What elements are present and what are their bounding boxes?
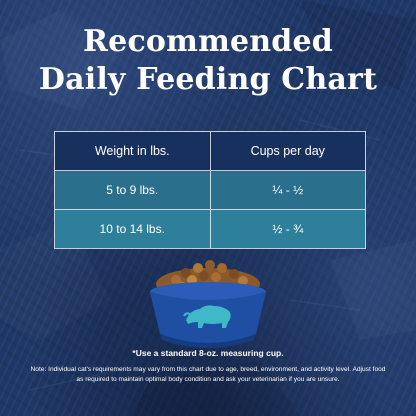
page-title-line2: Daily Feeding Chart (38, 62, 378, 97)
header-weight: Weight in lbs. (94, 144, 170, 158)
feeding-chart-table: Weight in lbs. Cups per day 5 to 9 lbs. … (54, 131, 366, 249)
measuring-cup-note: *Use a standard 8-oz. measuring cup. (132, 348, 284, 358)
table-header-row: Weight in lbs. Cups per day (55, 132, 365, 171)
table-row: 5 to 9 lbs. ¼ - ½ (55, 171, 365, 210)
weight-cell: 5 to 9 lbs. (106, 183, 159, 197)
weight-cell: 10 to 14 lbs. (99, 222, 165, 236)
header-cups: Cups per day (209, 132, 366, 170)
page-title-line1: Recommended (83, 24, 333, 59)
food-bowl-image (150, 260, 266, 348)
table-row: 10 to 14 lbs. ½ - ¾ (55, 210, 365, 248)
disclaimer-note: Note: Individual cat's requirements may … (30, 366, 386, 383)
bison-logo-icon (183, 305, 231, 328)
cups-cell: ½ - ¾ (209, 210, 366, 248)
cups-cell: ¼ - ½ (209, 171, 366, 209)
